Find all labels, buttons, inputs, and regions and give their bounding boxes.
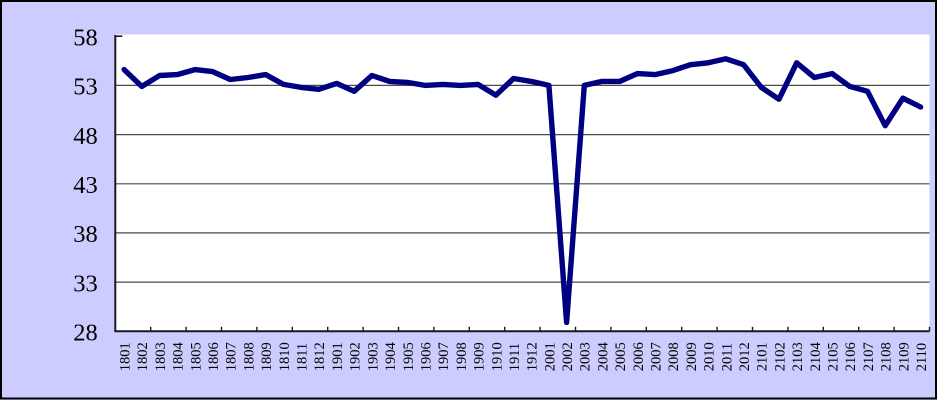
- svg-text:53: 53: [73, 74, 98, 101]
- svg-text:1901: 1901: [330, 342, 346, 371]
- svg-text:2002: 2002: [560, 342, 576, 371]
- svg-text:1902: 1902: [348, 342, 364, 371]
- svg-text:2006: 2006: [631, 342, 647, 371]
- svg-text:1912: 1912: [525, 342, 541, 371]
- svg-text:1907: 1907: [436, 342, 452, 371]
- svg-text:2009: 2009: [684, 342, 700, 371]
- svg-text:1905: 1905: [401, 342, 417, 371]
- svg-text:2010: 2010: [702, 342, 718, 371]
- svg-text:1908: 1908: [454, 342, 470, 371]
- svg-text:28: 28: [73, 320, 98, 347]
- svg-text:1903: 1903: [365, 342, 381, 371]
- svg-text:1803: 1803: [153, 342, 169, 371]
- svg-text:2108: 2108: [879, 342, 895, 371]
- svg-text:1811: 1811: [295, 343, 311, 371]
- svg-text:1812: 1812: [312, 342, 328, 371]
- svg-text:2008: 2008: [666, 342, 682, 371]
- svg-text:2110: 2110: [914, 343, 930, 371]
- svg-text:2011: 2011: [719, 343, 735, 371]
- svg-text:1802: 1802: [135, 342, 151, 371]
- svg-text:2012: 2012: [737, 342, 753, 371]
- svg-text:2005: 2005: [613, 342, 629, 371]
- svg-text:1910: 1910: [489, 342, 505, 371]
- svg-text:33: 33: [73, 270, 98, 297]
- svg-text:1809: 1809: [259, 342, 275, 371]
- svg-text:2001: 2001: [542, 342, 558, 371]
- svg-text:1810: 1810: [277, 342, 293, 371]
- svg-text:2007: 2007: [649, 342, 665, 371]
- svg-text:2103: 2103: [790, 342, 806, 371]
- svg-text:2003: 2003: [578, 342, 594, 371]
- svg-text:38: 38: [73, 221, 98, 248]
- svg-text:1911: 1911: [507, 343, 523, 371]
- svg-text:1806: 1806: [206, 342, 222, 371]
- svg-text:2106: 2106: [843, 342, 859, 371]
- svg-text:1906: 1906: [419, 342, 435, 371]
- svg-text:58: 58: [73, 24, 98, 51]
- svg-text:1804: 1804: [171, 342, 187, 372]
- svg-text:1904: 1904: [383, 342, 399, 372]
- svg-text:1909: 1909: [472, 342, 488, 371]
- svg-text:1805: 1805: [188, 342, 204, 371]
- svg-text:2107: 2107: [861, 342, 877, 371]
- svg-text:1801: 1801: [118, 342, 134, 371]
- svg-text:2105: 2105: [826, 342, 842, 371]
- svg-text:2101: 2101: [755, 342, 771, 371]
- svg-text:2102: 2102: [772, 342, 788, 371]
- svg-text:2104: 2104: [808, 342, 824, 372]
- svg-text:1808: 1808: [242, 342, 258, 371]
- svg-text:2004: 2004: [595, 342, 611, 372]
- svg-text:48: 48: [73, 123, 98, 150]
- svg-text:43: 43: [73, 172, 98, 199]
- svg-text:1807: 1807: [224, 342, 240, 371]
- svg-text:2109: 2109: [896, 342, 912, 371]
